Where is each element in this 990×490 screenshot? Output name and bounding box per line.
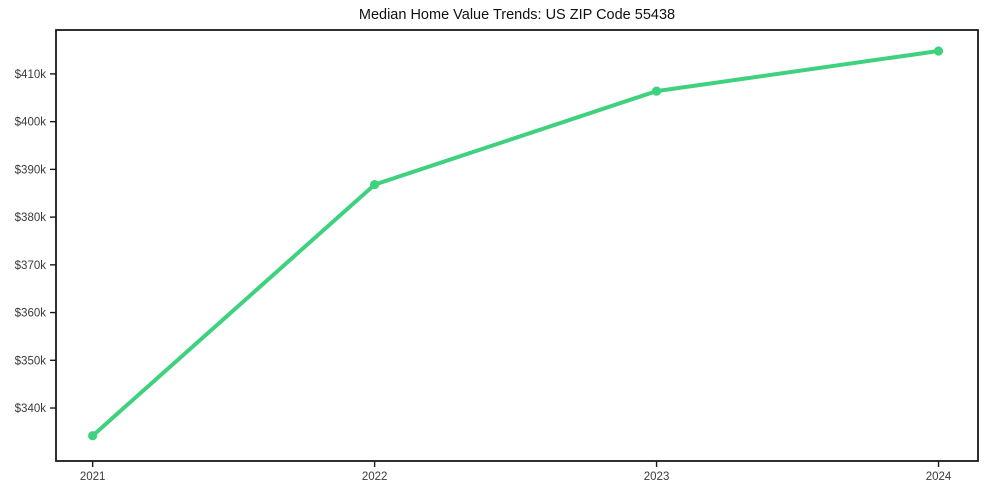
y-axis-tick-label: $360k [15,308,47,320]
y-axis-tick-label: $410k [15,69,47,81]
data-point-marker [933,46,944,56]
y-axis-tick-label: $380k [15,212,47,224]
plot-border [55,29,979,462]
data-point-marker [651,86,662,96]
data-point-marker [370,180,380,190]
x-axis-tick-label: 2023 [644,471,670,483]
x-axis-tick-label: 2022 [362,471,388,483]
y-axis-tick-label: $350k [15,355,47,367]
y-axis-tick-label: $390k [15,164,47,176]
y-axis-tick-label: $400k [15,117,47,129]
data-point-marker [88,431,98,441]
x-axis-tick-label: 2024 [926,471,952,483]
y-axis-tick-label: $370k [15,260,47,272]
x-axis-tick-label: 2021 [80,471,106,483]
chart-title: Median Home Value Trends: US ZIP Code 55… [358,7,676,23]
trend-line [90,49,941,438]
y-axis-tick-label: $340k [15,403,47,415]
